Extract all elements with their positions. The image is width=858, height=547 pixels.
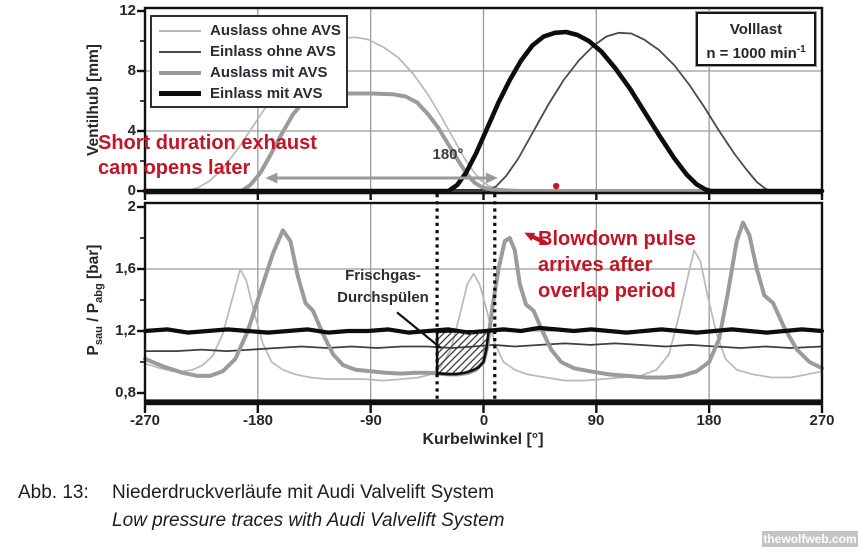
annotation-blowdown-pulse: Blowdown pulse arrives after overlap per… [538, 226, 696, 304]
annotation-line: Blowdown pulse [538, 228, 696, 250]
annotation-line: cam opens later [98, 157, 251, 179]
y-tick-label: 0,8 [115, 384, 136, 401]
y-tick-label: 0 [127, 182, 136, 199]
scavenging-label: Frischgas- Durchspülen [318, 265, 448, 309]
caption-number: Abb. 13: [18, 482, 89, 503]
legend-line-sample [159, 91, 201, 96]
annotation-line: arrives after [538, 254, 653, 276]
y-tick-label: 1,2 [115, 322, 136, 339]
legend-item-label: Auslass mit AVS [210, 64, 328, 81]
y-axis-label-pressure-ratio: Psau / Pabg [bar] [85, 205, 105, 395]
y-tick-label: 2 [127, 198, 136, 215]
y-tick-label: 12 [119, 2, 136, 19]
watermark: thewolfweb.com [762, 531, 858, 547]
legend-line-sample [159, 50, 201, 53]
x-tick-label: -180 [242, 412, 274, 429]
legend-item: Einlass mit AVS [152, 83, 346, 104]
pressure-subscript: abg [93, 283, 106, 303]
x-tick-label: 270 [809, 412, 835, 429]
scavenging-label-line: Frischgas- [345, 267, 421, 284]
scavenging-label-line: Durchspülen [337, 289, 429, 306]
legend-item-label: Auslass ohne AVS [210, 22, 341, 39]
legend-line-sample [159, 70, 201, 75]
x-tick-label: -270 [129, 412, 161, 429]
annotation-line: Short duration exhaust [98, 132, 317, 154]
annotation-exhaust-cam: Short duration exhaust cam opens later [98, 131, 317, 181]
x-tick-label: 90 [587, 412, 605, 429]
y-tick-label: 8 [127, 62, 136, 79]
legend-item: Einlass ohne AVS [152, 41, 346, 62]
legend: Auslass ohne AVS Einlass ohne AVS Auslas… [150, 15, 348, 108]
legend-item: Auslass ohne AVS [152, 20, 346, 41]
x-axis-label: Kurbelwinkel [°] [422, 431, 544, 448]
legend-item-label: Einlass mit AVS [210, 85, 323, 102]
caption-german: Niederdruckverläufe mit Audi Valvelift S… [112, 482, 494, 503]
operating-point-box: Volllast n = 1000 min-1 [695, 11, 817, 67]
pressure-symbol: P [85, 345, 102, 356]
y-tick-label: 4 [127, 122, 136, 139]
load-label: Volllast [729, 21, 783, 38]
x-tick-label: 0 [479, 412, 489, 429]
legend-line-sample [159, 29, 201, 32]
x-tick-label: 180 [696, 412, 722, 429]
legend-item-label: Einlass ohne AVS [210, 43, 336, 60]
annotation-line: overlap period [538, 280, 676, 302]
x-tick-label: -90 [360, 412, 382, 429]
caption-english: Low pressure traces with Audi Valvelift … [112, 510, 505, 531]
speed-label: n = 1000 min-1 [706, 44, 806, 62]
y-tick-label: 1,6 [115, 260, 136, 277]
duration-label: 180° [432, 146, 464, 163]
legend-item: Auslass mit AVS [152, 62, 346, 83]
